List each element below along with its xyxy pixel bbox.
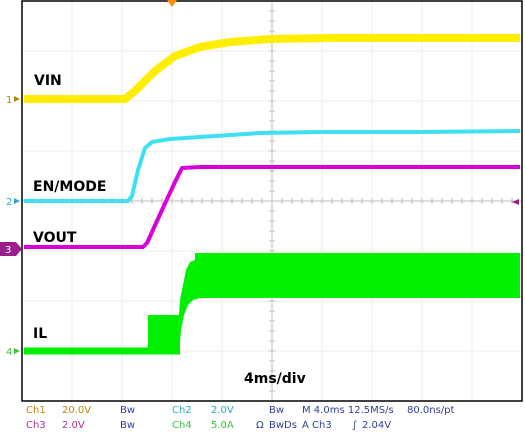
- ch2-marker-arrow: [14, 198, 20, 204]
- status-resolution: 80.0ns/pt: [407, 405, 455, 416]
- status-ch4-bw: BwDs: [269, 420, 297, 431]
- ch4-marker-number: 4: [6, 347, 12, 358]
- trigger-level-marker: [512, 199, 519, 205]
- channel-labels: VIN EN/MODE VOUT IL 4ms/div: [33, 73, 306, 387]
- ch3-ground-marker: 3: [0, 242, 22, 256]
- status-ch3-bw: Bw: [120, 420, 135, 431]
- status-ch4: Ch4: [172, 420, 192, 431]
- timebase-label: 4ms/div: [244, 371, 306, 387]
- trigger-position-marker: [167, 0, 177, 7]
- status-ch1: Ch1: [26, 405, 46, 416]
- status-bar: Ch1 20.0V Bw Ch2 2.0V Bw M 4.0ms 12.5MS/…: [26, 405, 455, 431]
- trace-ch3: [24, 165, 520, 249]
- ch1-ground-marker: 1: [6, 95, 20, 106]
- status-ch2-scale: 2.0V: [211, 405, 234, 416]
- ground-markers: 1 2 3 4: [0, 0, 519, 358]
- status-ch4-scale: 5.0A: [211, 420, 234, 431]
- channel-label-en-mode: EN/MODE: [33, 179, 106, 195]
- status-trigger-source: A Ch3: [302, 420, 332, 431]
- trace-ch2: [24, 129, 521, 203]
- status-ch2-bw: Bw: [269, 405, 284, 416]
- ch1-marker-number: 1: [6, 95, 12, 106]
- ch1-marker-arrow: [14, 96, 20, 102]
- status-ch2: Ch2: [172, 405, 192, 416]
- ch4-marker-arrow: [14, 348, 20, 354]
- ch2-marker-number: 2: [6, 197, 12, 208]
- status-horizontal: M 4.0ms 12.5MS/s: [302, 405, 394, 416]
- status-trigger-level: 2.04V: [362, 420, 391, 431]
- ch4-ground-marker: 4: [6, 347, 20, 358]
- status-ch4-coupling: Ω: [256, 420, 264, 431]
- status-ch1-bw: Bw: [120, 405, 135, 416]
- trace-ch4-envelope: [195, 253, 520, 298]
- channel-label-vout: VOUT: [33, 230, 77, 246]
- status-ch3: Ch3: [26, 420, 46, 431]
- ch3-marker-tab: [0, 242, 22, 256]
- ch3-marker-number: 3: [5, 245, 11, 256]
- channel-label-vin: VIN: [34, 73, 62, 89]
- channel-label-il: IL: [33, 326, 47, 342]
- status-ch1-scale: 20.0V: [62, 405, 91, 416]
- trace-ch4-burst: [148, 315, 180, 352]
- status-trigger-slope: ∫: [352, 420, 357, 431]
- waveforms: [24, 34, 521, 355]
- status-ch3-scale: 2.0V: [62, 420, 85, 431]
- trace-ch1: [24, 34, 520, 103]
- trace-ch4: [24, 253, 520, 355]
- graticule-frame: [21, 0, 523, 402]
- ch2-ground-marker: 2: [6, 197, 20, 208]
